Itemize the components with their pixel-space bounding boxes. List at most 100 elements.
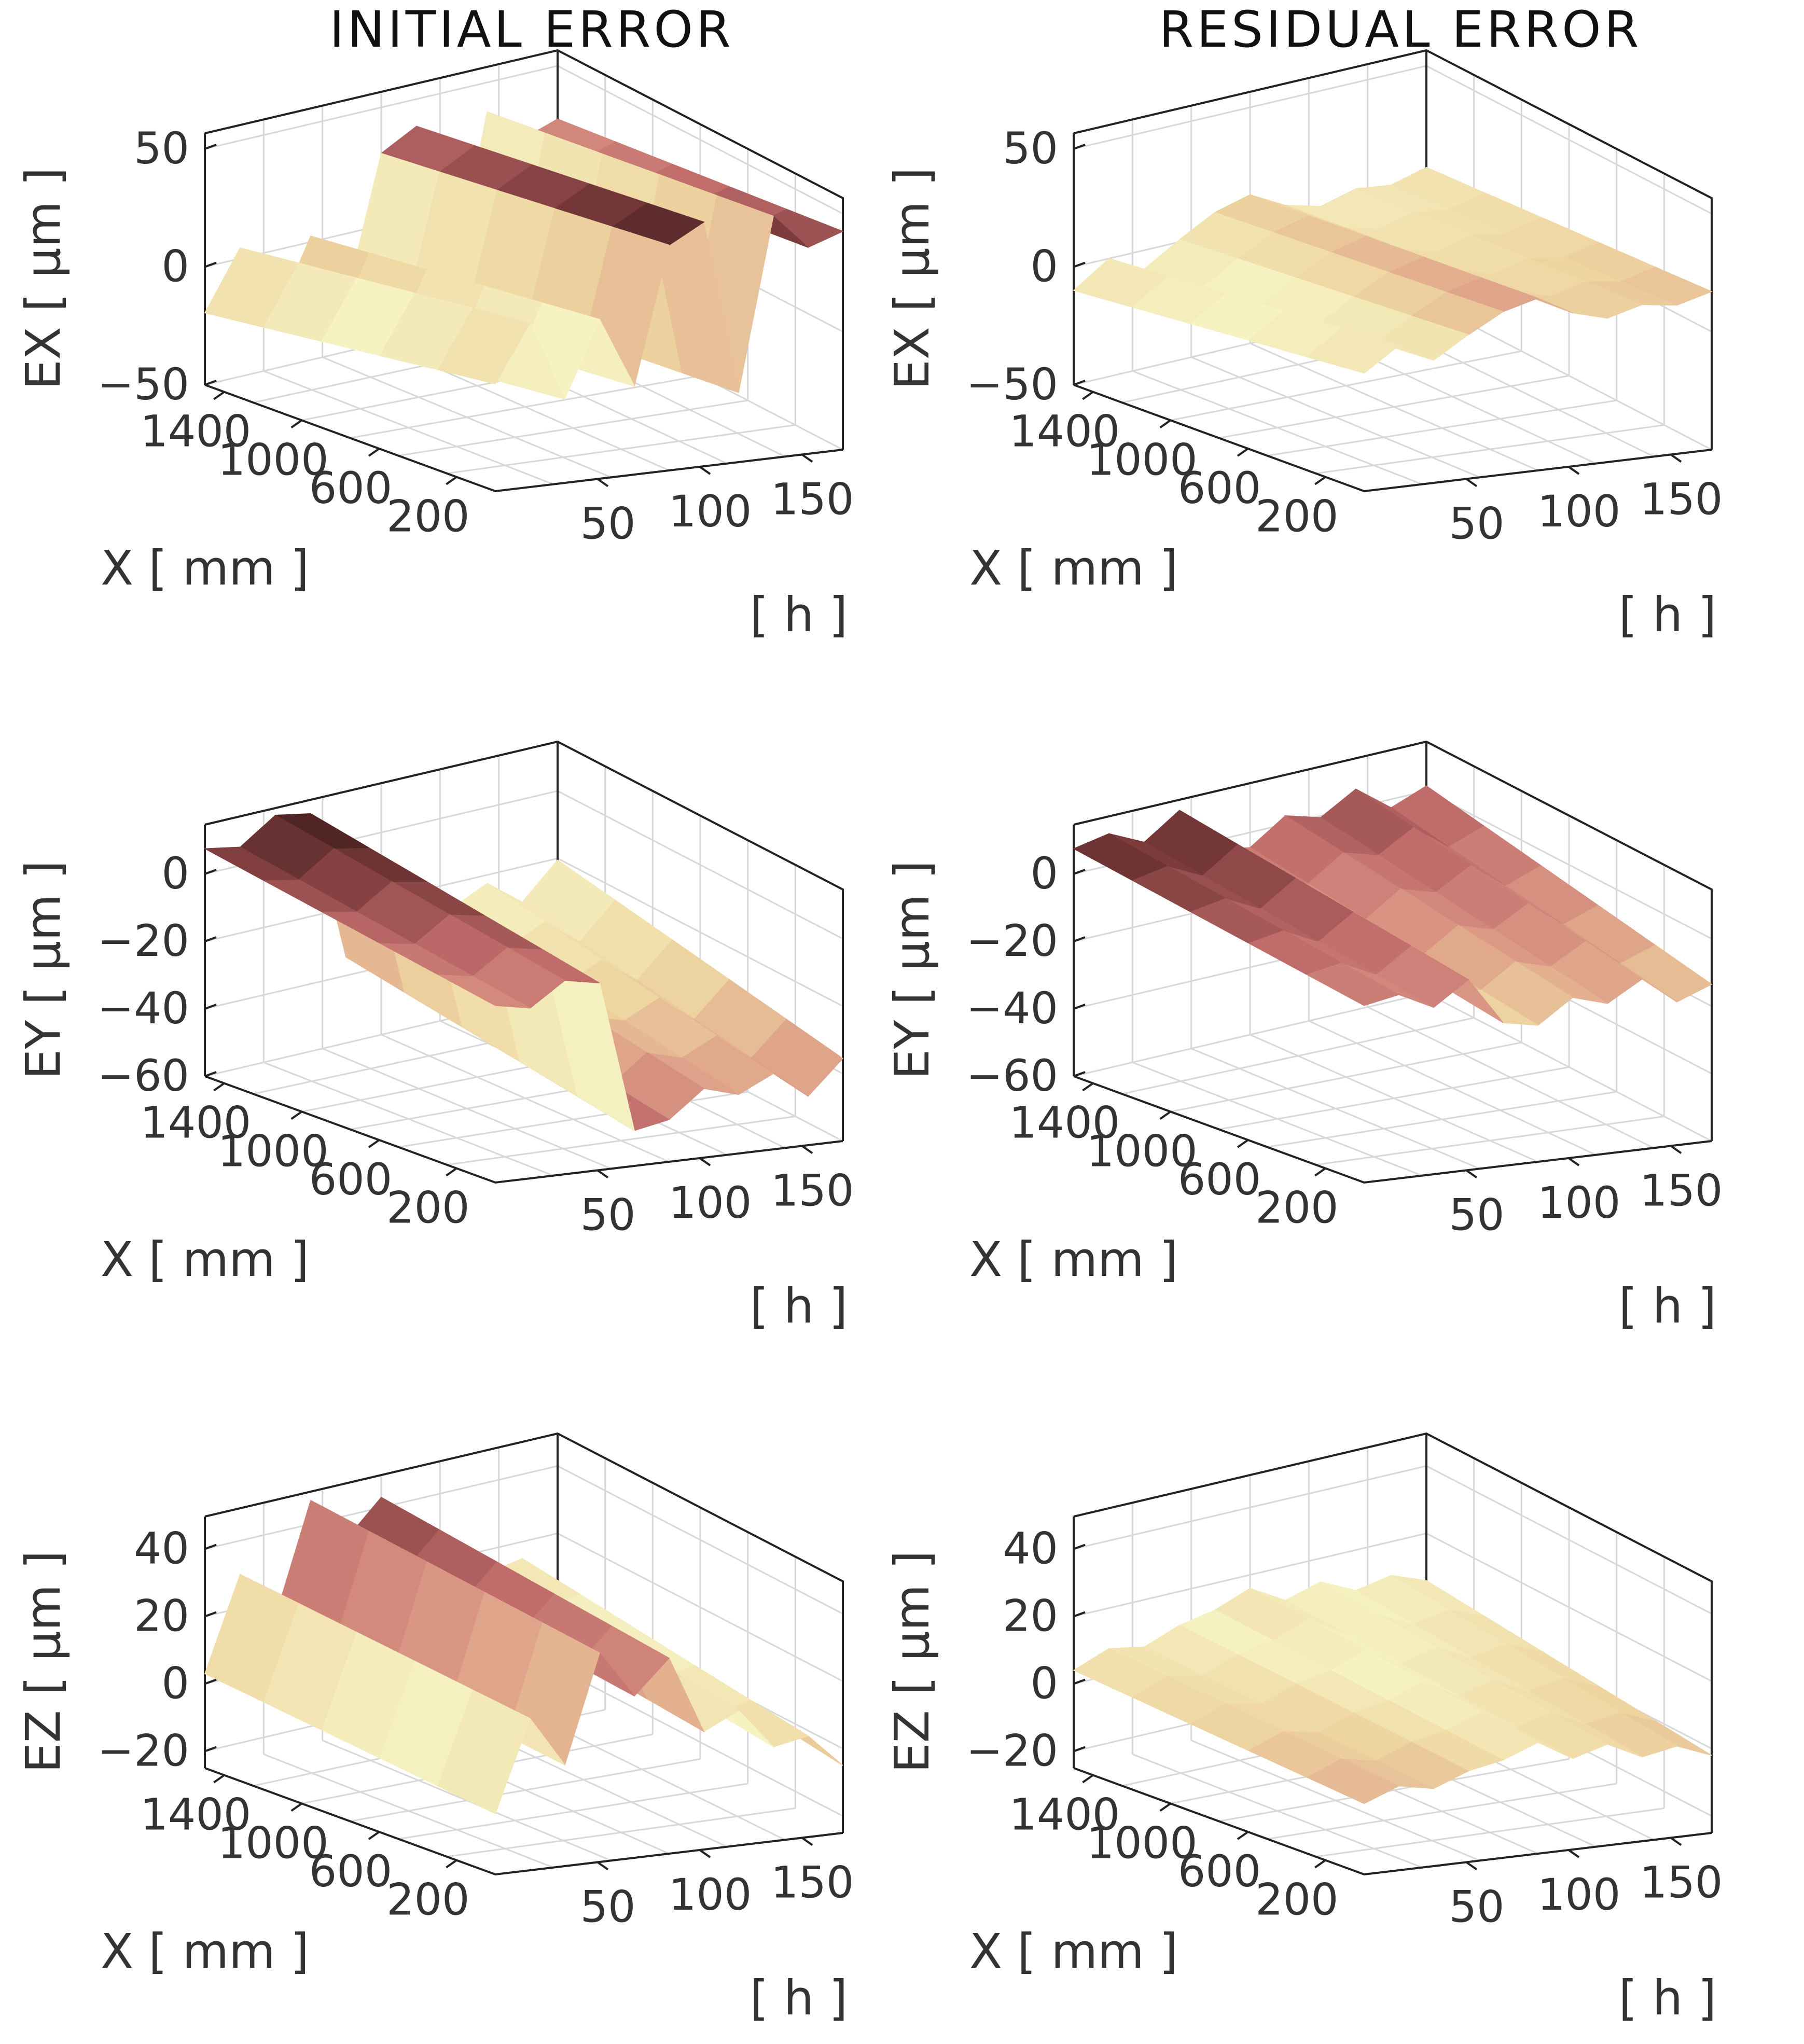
x-tick	[290, 1110, 302, 1120]
h-tick-label: 50	[1449, 1189, 1505, 1240]
z-tick	[204, 380, 217, 386]
x-tick-label: 200	[386, 491, 469, 542]
x-tick	[368, 448, 380, 457]
surface-patch	[1073, 833, 1168, 881]
z-tick-label: 50	[1003, 123, 1058, 174]
x-tick-label: 1400	[1009, 1097, 1120, 1148]
z-tick	[204, 1611, 217, 1618]
h-tick	[1465, 478, 1478, 488]
h-axis-label: [ h ]	[750, 1278, 848, 1334]
h-axis-label: [ h ]	[750, 1970, 848, 2026]
z-tick	[204, 1004, 217, 1010]
h-tick-label: 50	[580, 1881, 636, 1932]
surface	[204, 1496, 843, 1815]
z-tick	[1073, 1611, 1086, 1618]
x-tick-label: 1400	[1009, 406, 1120, 457]
x-tick-label: 1000	[1087, 1125, 1198, 1176]
x-tick-label: 200	[1255, 491, 1338, 542]
z-tick-label: −50	[98, 359, 189, 410]
x-tick	[1159, 1802, 1171, 1812]
surface-patch	[1073, 1648, 1168, 1698]
x-tick-label: 200	[1255, 1183, 1338, 1233]
h-axis-label: [ h ]	[1619, 587, 1717, 643]
x-tick-label: 1000	[1087, 434, 1198, 485]
x-tick	[446, 1859, 457, 1869]
z-tick-label: 0	[1031, 241, 1058, 292]
x-tick-label: 200	[1255, 1874, 1338, 1925]
z-tick-label: 0	[162, 241, 189, 292]
z-axis-label: EZ [ μm ]	[884, 1551, 940, 1773]
surface	[1073, 785, 1713, 1026]
h-tick	[1465, 1861, 1478, 1871]
h-tick	[1465, 1169, 1478, 1179]
x-tick-label: 600	[309, 1846, 392, 1897]
x-tick-label: 1000	[218, 1125, 329, 1176]
h-tick-label: 100	[669, 1869, 752, 1920]
h-tick-label: 150	[1640, 474, 1723, 524]
z-tick-label: 0	[162, 1658, 189, 1709]
h-tick	[596, 1169, 609, 1179]
x-tick	[1314, 1167, 1326, 1177]
z-tick	[1073, 1678, 1086, 1685]
x-tick	[1082, 1774, 1094, 1784]
z-tick	[204, 1678, 217, 1685]
surface	[204, 111, 844, 400]
x-tick-label: 600	[1178, 1154, 1261, 1205]
z-tick	[1073, 1004, 1086, 1010]
z-tick	[204, 144, 217, 150]
x-tick-label: 600	[309, 463, 392, 513]
x-tick	[1082, 391, 1094, 400]
h-tick-label: 100	[669, 486, 752, 537]
h-tick-label: 100	[669, 1177, 752, 1228]
x-tick-label: 1000	[218, 1817, 329, 1868]
z-tick-label: 40	[134, 1523, 189, 1574]
x-tick	[1237, 1139, 1249, 1148]
z-tick-label: 20	[1003, 1591, 1058, 1642]
x-tick	[368, 1139, 380, 1148]
x-axis-label: X [ mm ]	[101, 540, 309, 596]
h-tick	[1567, 466, 1580, 475]
z-tick-label: −40	[98, 983, 189, 1034]
z-tick	[204, 261, 217, 268]
z-tick	[1073, 869, 1086, 875]
x-tick	[1314, 1859, 1326, 1869]
z-tick-label: 40	[1003, 1523, 1058, 1574]
x-tick-label: 1400	[140, 1789, 251, 1840]
h-tick	[1567, 1849, 1580, 1858]
h-tick-label: 100	[1537, 486, 1620, 537]
surface-patch	[204, 1574, 299, 1703]
h-tick	[699, 1157, 711, 1166]
h-tick-label: 150	[1640, 1165, 1723, 1216]
h-tick	[801, 1145, 813, 1155]
z-tick-label: 0	[1031, 1658, 1058, 1709]
h-tick	[596, 1861, 609, 1871]
x-tick-label: 1400	[140, 1097, 251, 1148]
z-tick-label: 0	[1031, 848, 1058, 899]
h-tick	[1670, 1837, 1682, 1846]
z-tick	[1073, 1746, 1086, 1753]
h-axis-label: [ h ]	[1619, 1278, 1717, 1334]
z-tick	[204, 1071, 217, 1077]
h-tick	[699, 1849, 711, 1858]
z-tick	[1073, 144, 1086, 150]
x-tick	[1159, 1110, 1171, 1120]
h-tick	[596, 478, 609, 488]
h-tick-label: 150	[771, 1857, 854, 1908]
x-tick-label: 200	[386, 1874, 469, 1925]
z-tick-label: −20	[966, 915, 1058, 966]
z-tick-label: 0	[162, 848, 189, 899]
z-tick	[1073, 261, 1086, 268]
surface-patch	[1073, 258, 1168, 308]
x-tick-label: 600	[309, 1154, 392, 1205]
h-tick	[801, 453, 813, 463]
h-tick-label: 150	[771, 474, 854, 524]
z-tick	[204, 936, 217, 942]
